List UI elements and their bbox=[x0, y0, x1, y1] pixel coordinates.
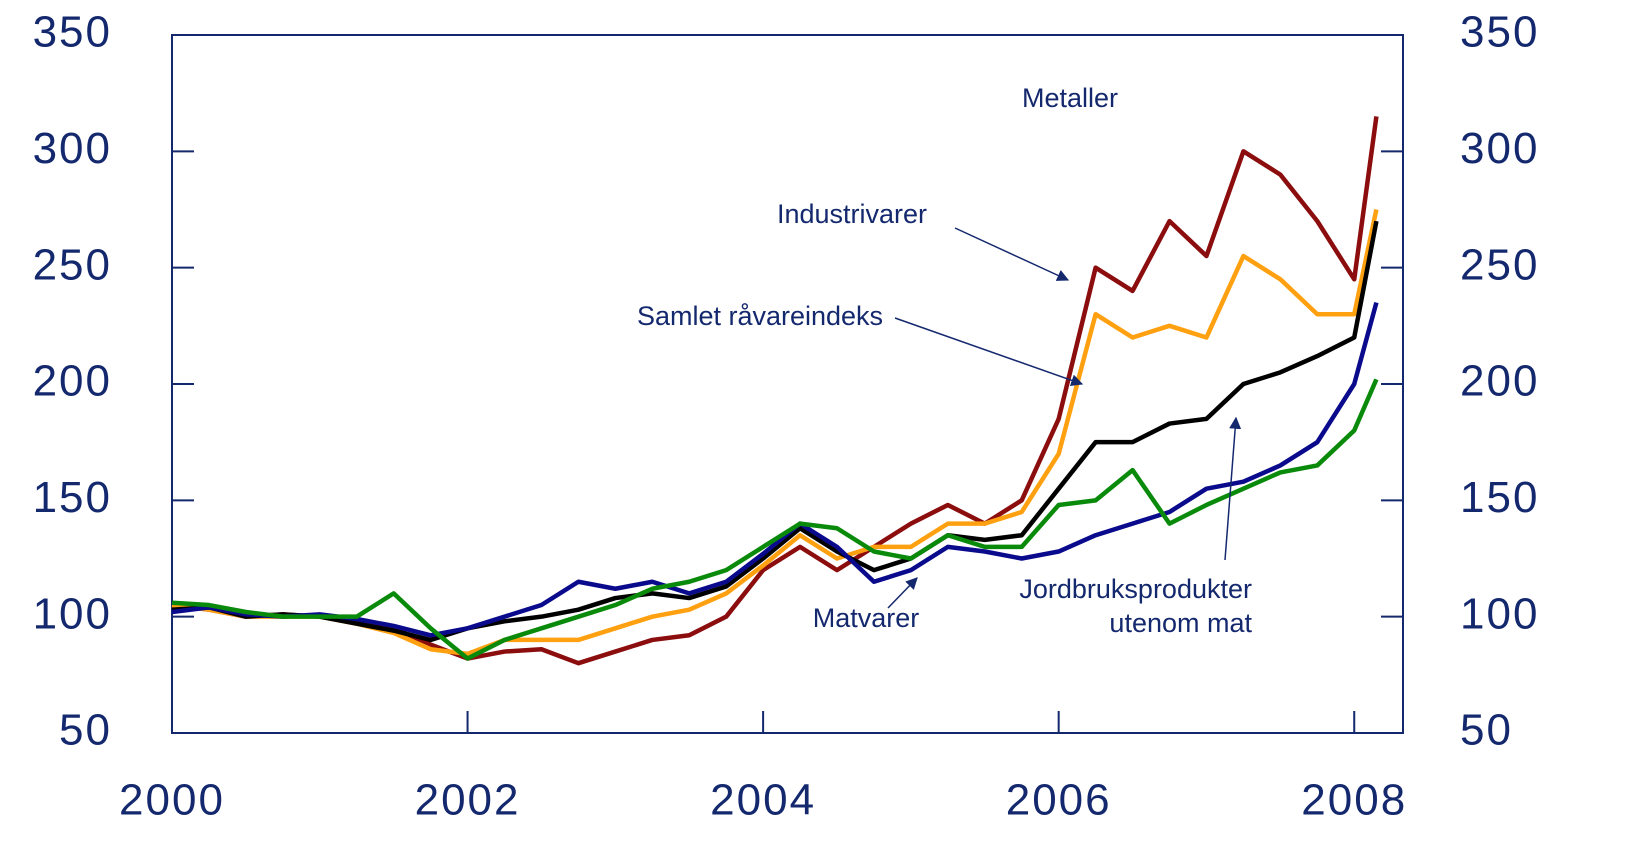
annotation: Metaller bbox=[1022, 83, 1118, 113]
annotation: Industrivarer bbox=[777, 199, 927, 229]
annotation: Matvarer bbox=[813, 603, 920, 633]
y-tick-label: 350 bbox=[33, 8, 112, 57]
series-line bbox=[171, 116, 1379, 666]
y2-tick-label: 150 bbox=[1460, 473, 1539, 522]
x-tick-label: 2000 bbox=[119, 776, 225, 825]
y-tick-label: 200 bbox=[33, 357, 112, 406]
series-line bbox=[171, 378, 1379, 661]
annotation: Jordbruksprodukter utenom mat bbox=[1019, 574, 1252, 638]
arrow bbox=[954, 227, 1070, 281]
arrow bbox=[894, 317, 1084, 387]
arrow bbox=[1224, 416, 1242, 561]
y-tick-label: 150 bbox=[33, 473, 112, 522]
x-tick-label: 2006 bbox=[1006, 776, 1112, 825]
x-tick-label: 2004 bbox=[710, 776, 816, 825]
lines bbox=[171, 116, 1379, 666]
y2-tick-label: 250 bbox=[1460, 240, 1539, 289]
annotation: Samlet råvareindeks bbox=[637, 301, 883, 331]
y2-tick-label: 100 bbox=[1460, 589, 1539, 638]
series-line bbox=[171, 220, 1379, 643]
y2-tick-label: 350 bbox=[1460, 8, 1539, 57]
x-tick-label: 2002 bbox=[415, 776, 521, 825]
y2-tick-label: 300 bbox=[1460, 124, 1539, 173]
arrow bbox=[887, 577, 918, 609]
y2-tick-label: 200 bbox=[1460, 357, 1539, 406]
y-tick-label: 250 bbox=[33, 240, 112, 289]
y-tick-label: 50 bbox=[59, 706, 112, 755]
x-tick-label: 2008 bbox=[1301, 776, 1407, 825]
y-tick-label: 100 bbox=[33, 589, 112, 638]
y-tick-label: 300 bbox=[33, 124, 112, 173]
y2-tick-label: 50 bbox=[1460, 706, 1513, 755]
series-line bbox=[171, 301, 1379, 638]
